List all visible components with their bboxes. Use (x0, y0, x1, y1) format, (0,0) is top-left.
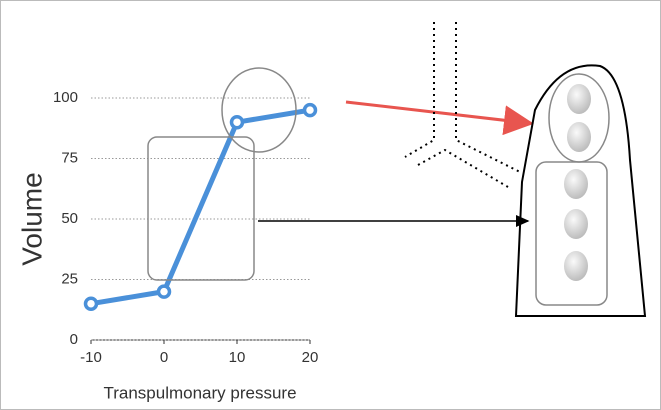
x-tick-label: -10 (80, 349, 102, 366)
y-axis-label: Volume (16, 172, 47, 265)
y-tick-label: 100 (53, 89, 78, 106)
y-tick-label: 75 (61, 149, 78, 166)
x-axis-label: Transpulmonary pressure (103, 383, 296, 402)
chart: Volume Transpulmonary pressure 0 25 50 75 10… (0, 0, 661, 410)
point (232, 117, 243, 128)
y-tick-label: 25 (61, 270, 78, 287)
x-tick-label: 0 (160, 349, 168, 366)
y-tick-label: 0 (70, 331, 78, 348)
point (159, 286, 170, 297)
y-tick-label: 50 (61, 210, 78, 227)
point (305, 105, 316, 116)
point (86, 298, 97, 309)
x-tick-label: 10 (229, 349, 246, 366)
x-tick-label: 20 (302, 349, 319, 366)
